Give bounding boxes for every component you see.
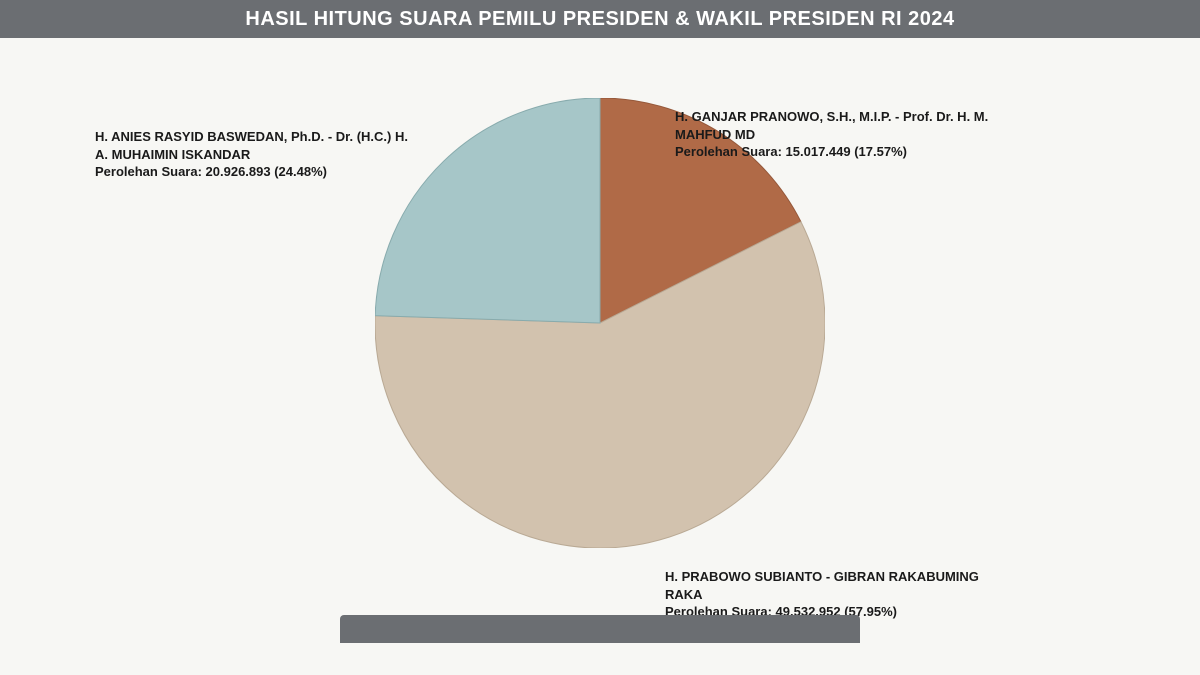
- candidate-votes: Perolehan Suara: 20.926.893 (24.48%): [95, 163, 408, 181]
- candidate-name-line: H. PRABOWO SUBIANTO - GIBRAN RAKABUMING …: [665, 569, 979, 602]
- pie-slice-anies: [375, 98, 600, 323]
- candidate-name-line: H. ANIES RASYID BASWEDAN, Ph.D. - Dr. (H…: [95, 129, 408, 144]
- pie-chart: [375, 98, 825, 548]
- page-title: HASIL HITUNG SUARA PEMILU PRESIDEN & WAK…: [245, 8, 954, 31]
- candidate-name-line: H. GANJAR PRANOWO, S.H., M.I.P. - Prof. …: [675, 109, 988, 142]
- chart-area: H. ANIES RASYID BASWEDAN, Ph.D. - Dr. (H…: [0, 38, 1200, 643]
- callout-prabowo: H. PRABOWO SUBIANTO - GIBRAN RAKABUMING …: [665, 568, 1005, 621]
- candidate-name-line: A. MUHAIMIN ISKANDAR: [95, 147, 250, 162]
- callout-ganjar: H. GANJAR PRANOWO, S.H., M.I.P. - Prof. …: [675, 108, 1015, 161]
- candidate-votes: Perolehan Suara: 15.017.449 (17.57%): [675, 143, 1015, 161]
- footer-bar: [340, 615, 860, 643]
- callout-anies: H. ANIES RASYID BASWEDAN, Ph.D. - Dr. (H…: [95, 128, 408, 181]
- header-bar: HASIL HITUNG SUARA PEMILU PRESIDEN & WAK…: [0, 0, 1200, 38]
